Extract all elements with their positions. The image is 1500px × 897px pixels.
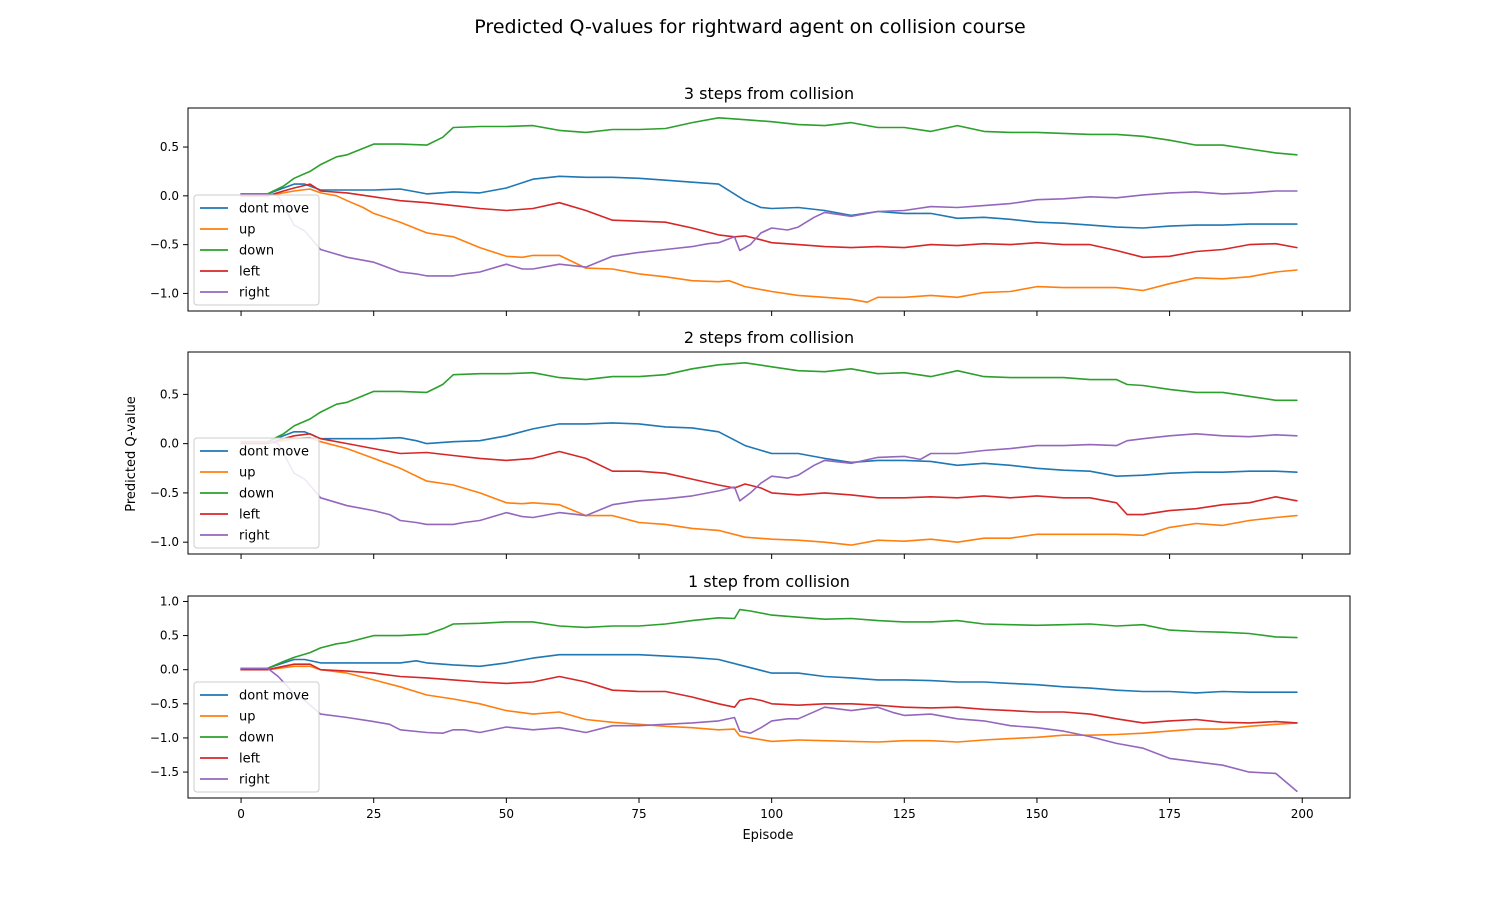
plot-area <box>188 108 1350 311</box>
axes-frame <box>187 595 1351 799</box>
legend-entry-label: left <box>239 508 260 523</box>
legend-entry-label: down <box>239 244 274 259</box>
x-axis-label: Episode <box>742 828 793 843</box>
y-tick-label: −1.0 <box>150 535 179 549</box>
legend-entry-label: dont move <box>239 445 309 460</box>
y-tick-label: 0.5 <box>160 140 179 154</box>
figure-title: Predicted Q-values for rightward agent o… <box>474 16 1025 38</box>
x-tick-label: 125 <box>893 807 916 821</box>
x-tick-label: 75 <box>631 807 646 821</box>
legend-entry-label: up <box>239 710 256 725</box>
series-line-down <box>240 608 1298 670</box>
series-line-up <box>240 665 1298 743</box>
y-tick-label: 0.5 <box>160 629 179 643</box>
x-tick-label: 200 <box>1291 807 1314 821</box>
axes-frame <box>187 351 1351 555</box>
subplot-1: 0.5 0.0 −0.5 −1.0 3 steps from collision dont… <box>150 84 1351 316</box>
y-axis-label: Predicted Q-value <box>124 396 139 512</box>
legend-box <box>193 437 320 549</box>
legend-entry-label: left <box>239 265 260 280</box>
legend-entry-label: right <box>239 773 270 788</box>
subplot-title: 2 steps from collision <box>684 328 854 347</box>
y-tick-label: 1.0 <box>160 594 179 608</box>
y-tick-label: 0.0 <box>160 437 179 451</box>
legend-entry-label: up <box>239 223 256 238</box>
y-tick-label: −1.0 <box>150 731 179 745</box>
series-line-up <box>240 436 1298 546</box>
y-tick-label: −1.0 <box>150 286 179 300</box>
x-tick-label: 150 <box>1025 807 1048 821</box>
subplot-3: 0 25 50 75 100 125 150 175 200 1.0 0.5 0.0 −0.5 −1.0 −… <box>150 572 1351 821</box>
series-line-left <box>240 183 1298 259</box>
series-line-up <box>240 188 1298 304</box>
series-group <box>240 608 1298 793</box>
series-line-dont-move <box>240 653 1298 694</box>
legend-box <box>193 194 320 306</box>
series-line-right <box>240 190 1298 277</box>
legend: dont move up down left right <box>193 437 320 549</box>
x-tick-label: 25 <box>366 807 381 821</box>
axes-group: 0.5 0.0 −0.5 −1.0 3 steps from collision dont… <box>150 84 1351 821</box>
series-group <box>240 361 1298 546</box>
subplot-title: 1 step from collision <box>688 572 850 591</box>
legend-entry-label: up <box>239 466 256 481</box>
series-line-right <box>240 667 1298 793</box>
series-line-down <box>240 117 1298 195</box>
x-tick-label: 175 <box>1158 807 1181 821</box>
legend: dont move up down left right <box>193 681 320 793</box>
y-tick-label: −1.5 <box>150 765 179 779</box>
series-line-left <box>240 432 1298 516</box>
y-tick-label: −0.5 <box>150 238 179 252</box>
series-line-left <box>240 663 1298 724</box>
y-tick-label: −0.5 <box>150 486 179 500</box>
x-tick-label: 100 <box>760 807 783 821</box>
subplot-title: 3 steps from collision <box>684 84 854 103</box>
series-line-right <box>240 432 1298 526</box>
y-tick-label: 0.5 <box>160 387 179 401</box>
y-tick-label: 0.0 <box>160 189 179 203</box>
legend-entry-label: down <box>239 731 274 746</box>
legend-entry-label: dont move <box>239 689 309 704</box>
legend: dont move up down left right <box>193 194 320 306</box>
legend-entry-label: right <box>239 286 270 301</box>
x-tick-label: 0 <box>237 807 245 821</box>
legend-entry-label: left <box>239 752 260 767</box>
legend-entry-label: down <box>239 487 274 502</box>
y-tick-label: −0.5 <box>150 697 179 711</box>
legend-entry-label: dont move <box>239 202 309 217</box>
series-group <box>240 117 1298 304</box>
plot-area <box>188 596 1350 798</box>
series-line-dont-move <box>240 175 1298 229</box>
x-tick-label: 50 <box>499 807 514 821</box>
series-line-down <box>240 361 1298 443</box>
subplot-2: 0.5 0.0 −0.5 −1.0 2 steps from collision dont… <box>150 328 1351 559</box>
series-line-dont-move <box>240 422 1298 478</box>
y-tick-label: 0.0 <box>160 663 179 677</box>
legend-entry-label: right <box>239 529 270 544</box>
axes-frame <box>187 107 1351 312</box>
legend-box <box>193 681 320 793</box>
